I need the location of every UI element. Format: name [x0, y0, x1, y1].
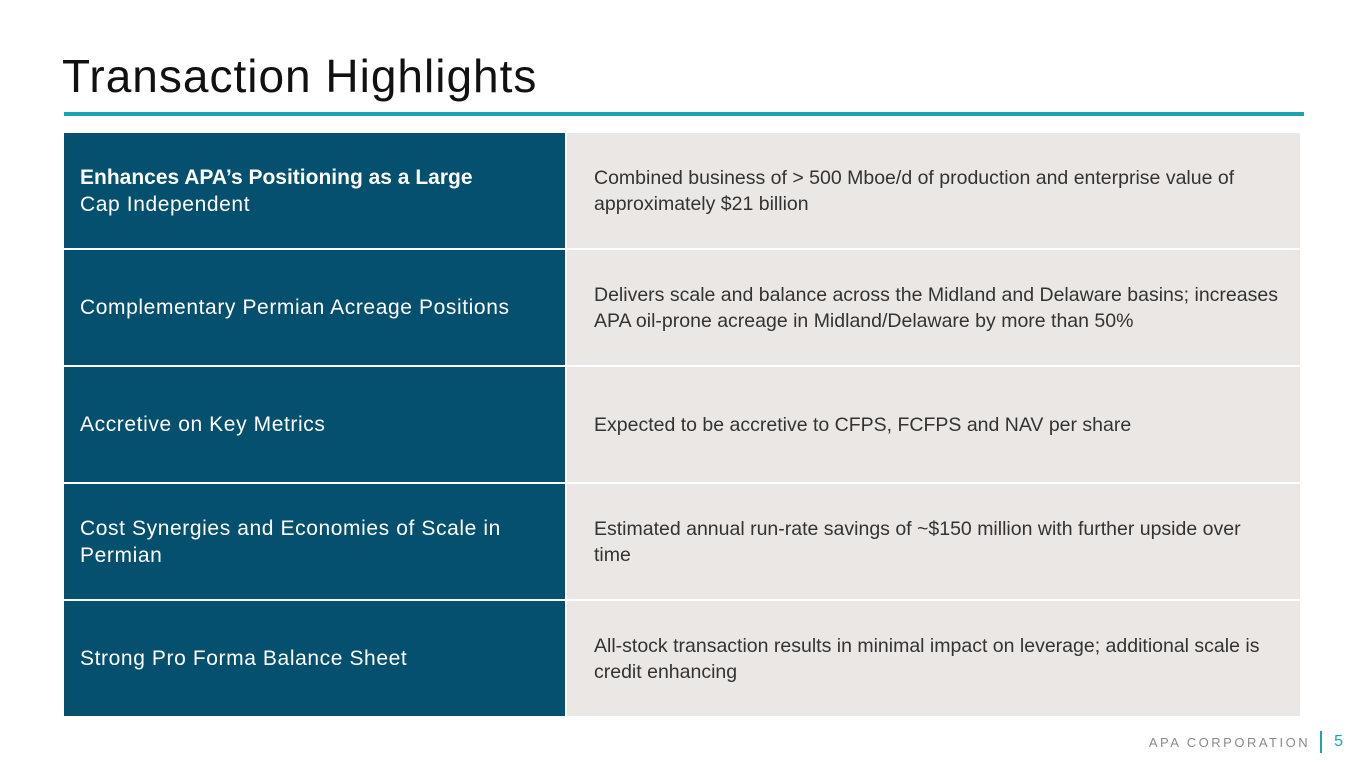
highlight-label: Enhances APA’s Positioning as a Large Ca…: [64, 133, 565, 248]
highlight-label: Accretive on Key Metrics: [64, 367, 565, 482]
highlight-label-text: Accretive on Key Metrics: [80, 413, 326, 436]
highlight-row: Strong Pro Forma Balance Sheet All-stock…: [64, 601, 1300, 716]
highlight-label: Complementary Permian Acreage Positions: [64, 250, 565, 365]
footer-company-name: APA CORPORATION: [1148, 734, 1311, 750]
highlight-label-text: Cost Synergies and Economies of Scale in…: [80, 516, 501, 567]
highlight-description: Expected to be accretive to CFPS, FCFPS …: [567, 367, 1300, 482]
highlight-description: Delivers scale and balance across the Mi…: [567, 250, 1300, 365]
highlight-row: Accretive on Key Metrics Expected to be …: [64, 367, 1300, 482]
highlight-label: Strong Pro Forma Balance Sheet: [64, 601, 565, 716]
highlight-row: Complementary Permian Acreage Positions …: [64, 250, 1300, 365]
highlight-row: Cost Synergies and Economies of Scale in…: [64, 484, 1300, 599]
highlight-row: Enhances APA’s Positioning as a Large Ca…: [64, 133, 1300, 248]
highlight-label: Cost Synergies and Economies of Scale in…: [64, 484, 565, 599]
title-divider: [64, 112, 1304, 116]
slide-footer: APA CORPORATION 5: [1149, 730, 1343, 754]
highlight-description: All-stock transaction results in minimal…: [567, 601, 1300, 716]
highlight-label-text: Cap Independent: [80, 192, 251, 216]
highlights-table: Enhances APA’s Positioning as a Large Ca…: [64, 133, 1300, 718]
highlight-description: Estimated annual run-rate savings of ~$1…: [567, 484, 1300, 599]
highlight-label-bold: Enhances APA’s Positioning as a Large: [80, 165, 473, 189]
highlight-label-text: Strong Pro Forma Balance Sheet: [80, 647, 408, 670]
highlight-label-text: Complementary Permian Acreage Positions: [80, 296, 510, 319]
highlight-description: Combined business of > 500 Mboe/d of pro…: [567, 133, 1300, 248]
page-title: Transaction Highlights: [62, 50, 538, 102]
page-number: 5: [1334, 733, 1343, 750]
footer-divider: [1320, 731, 1323, 753]
